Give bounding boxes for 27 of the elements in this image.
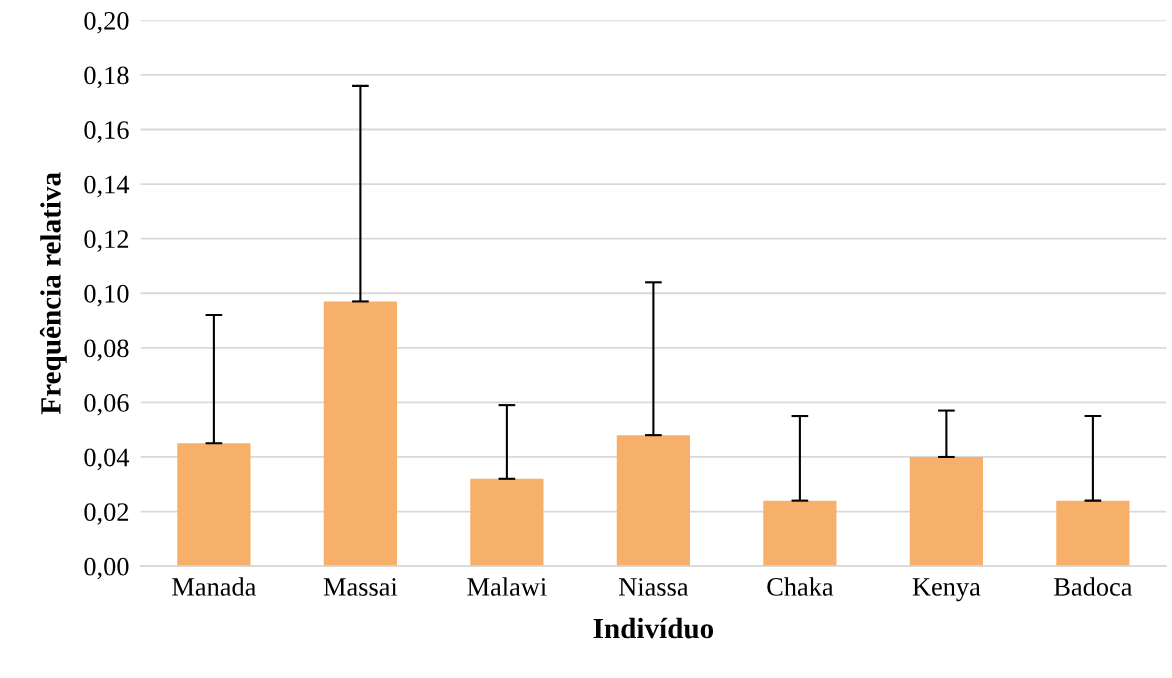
x-axis-title: Indivíduo [593, 617, 714, 639]
x-tick-label: Kenya [912, 578, 981, 602]
y-tick-label: 0,18 [84, 66, 129, 89]
bar [616, 435, 691, 567]
y-tick-label: 0,02 [84, 503, 129, 525]
y-tick-label: 0,12 [84, 230, 129, 252]
y-axis-title: Frequência relativa [39, 172, 67, 415]
bar [470, 478, 544, 567]
bar [1056, 500, 1130, 567]
y-tick-label: 0,04 [84, 448, 130, 471]
x-tick-label: Niassa [618, 578, 689, 596]
y-tick-label: 0,08 [84, 339, 129, 362]
y-tick-label: 0,06 [84, 394, 129, 416]
bar [323, 301, 398, 567]
x-tick-label: Massai [323, 578, 398, 596]
bar [177, 443, 251, 567]
bar [763, 500, 837, 567]
x-tick-label: Malawi [467, 577, 547, 596]
x-tick-label: Badoca [1054, 577, 1133, 596]
y-tick-label: 0,00 [84, 557, 129, 580]
y-tick-label: 0,16 [84, 121, 129, 143]
y-tick-label: 0,14 [84, 175, 130, 198]
y-tick-label: 0,10 [84, 284, 129, 307]
x-tick-label: Manada [172, 577, 257, 596]
bar [909, 456, 984, 567]
y-tick-label: 0,20 [84, 11, 129, 34]
x-tick-label: Chaka [767, 577, 834, 596]
